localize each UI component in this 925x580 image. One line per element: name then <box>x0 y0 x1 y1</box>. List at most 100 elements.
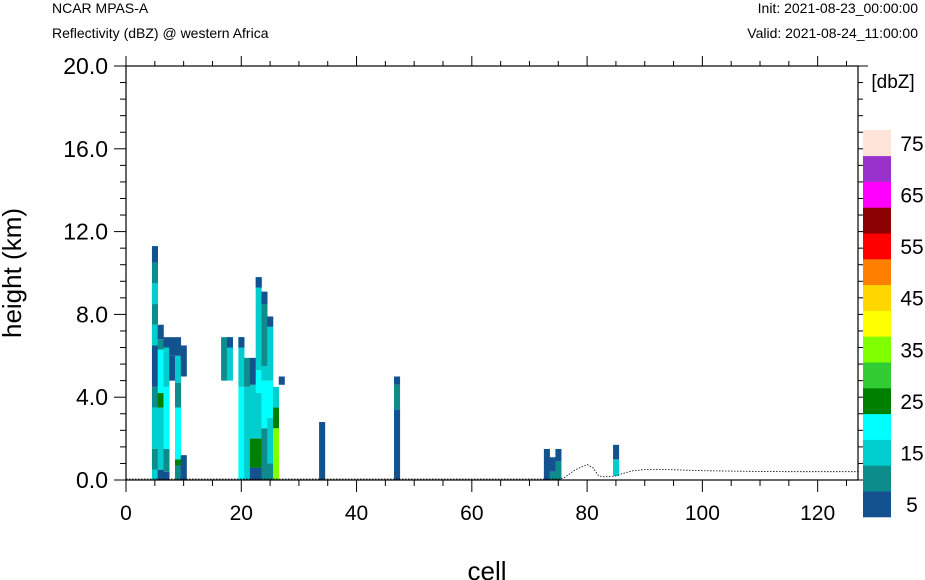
colorbar-swatch <box>863 336 891 363</box>
reflectivity-cell <box>244 386 251 480</box>
colorbar-swatch <box>863 491 891 518</box>
colorbar-label: 35 <box>900 339 923 362</box>
reflectivity-cell <box>267 326 274 381</box>
reflectivity-cell <box>394 409 401 480</box>
reflectivity-cell <box>255 438 262 468</box>
y-tick-label: 0.0 <box>76 467 108 493</box>
reflectivity-cell <box>169 355 176 381</box>
reflectivity-cell <box>549 457 556 472</box>
reflectivity-cell <box>613 459 620 476</box>
reflectivity-cell <box>261 291 268 305</box>
reflectivity-cell <box>180 455 187 480</box>
x-tick-label: 80 <box>575 502 598 525</box>
colorbar-label: 5 <box>906 494 918 517</box>
reflectivity-cell <box>163 386 170 449</box>
reflectivity-cell <box>157 339 164 350</box>
colorbar-swatch <box>863 310 891 337</box>
reflectivity-cell <box>221 337 228 381</box>
reflectivity-cell <box>180 345 187 377</box>
colorbar-swatch <box>863 465 891 492</box>
colorbar-unit: [dbZ] <box>871 72 914 93</box>
colorbar-swatch <box>863 439 891 466</box>
colorbar-swatch <box>863 181 891 208</box>
reflectivity-cell <box>151 386 158 408</box>
colorbar-label: 45 <box>900 288 923 311</box>
reflectivity-cell <box>151 448 158 470</box>
field-title: Reflectivity (dBZ) @ western Africa <box>52 25 269 41</box>
reflectivity-cell <box>249 438 256 468</box>
y-axis-label: height (km) <box>0 208 27 338</box>
y-tick-label: 16.0 <box>63 136 108 162</box>
colorbar-label: 15 <box>900 443 923 466</box>
reflectivity-cell <box>157 393 164 408</box>
reflectivity-cell <box>267 463 274 480</box>
reflectivity-cell <box>174 407 182 460</box>
reflectivity-cell <box>238 337 245 387</box>
reflectivity-cell <box>169 337 176 356</box>
reflectivity-cell <box>261 366 268 381</box>
reflectivity-cell <box>174 337 182 356</box>
reflectivity-cell <box>163 471 170 480</box>
reflectivity-cell <box>319 422 326 480</box>
reflectivity-cell <box>394 376 401 385</box>
y-tick-label: 8.0 <box>76 301 108 327</box>
x-tick-label: 100 <box>685 502 720 525</box>
x-tick-label: 40 <box>345 502 368 525</box>
reflectivity-cell <box>238 386 245 480</box>
colorbar-swatch <box>863 130 891 157</box>
reflectivity-cell <box>272 386 280 408</box>
reflectivity-cell <box>278 376 285 385</box>
reflectivity-cell <box>174 382 182 408</box>
colorbar-swatch <box>863 284 891 311</box>
reflectivity-cell <box>151 262 158 284</box>
reflectivity-cell <box>261 304 268 367</box>
reflectivity-cell <box>272 407 280 429</box>
reflectivity-cell <box>255 370 262 394</box>
y-tick-label: 12.0 <box>63 219 108 245</box>
colorbar-label: 75 <box>900 133 923 156</box>
reflectivity-cell <box>151 246 158 263</box>
reflectivity-cell <box>151 304 158 325</box>
reflectivity-cell <box>543 448 550 480</box>
x-axis-label: cell <box>467 556 506 580</box>
reflectivity-cell <box>255 277 262 371</box>
init-time: Init: 2021-08-23_00:00:00 <box>758 0 919 16</box>
x-tick-label: 20 <box>230 502 253 525</box>
valid-time: Valid: 2021-08-24_11:00:00 <box>747 25 918 41</box>
reflectivity-cell <box>226 337 233 381</box>
axis-ticks: 0 20 40 60 80 100 120 0.0 4.0 8.0 12.0 16.0 20.0 <box>63 53 868 525</box>
reflectivity-cell <box>151 469 158 480</box>
reflectivity-cell <box>174 355 182 383</box>
reflectivity-cell <box>163 347 170 387</box>
colorbar-label: 25 <box>900 391 923 414</box>
reflectivity-cell <box>157 349 164 394</box>
x-tick-label: 60 <box>460 502 483 525</box>
y-tick-label: 4.0 <box>76 384 108 410</box>
colorbar-swatch <box>863 155 891 182</box>
reflectivity-cell <box>267 417 274 464</box>
reflectivity-cell <box>267 380 274 418</box>
reflectivity-cell <box>151 345 158 387</box>
reflectivity-cell <box>174 465 182 480</box>
reflectivity-cell <box>238 337 245 348</box>
reflectivity-cells <box>151 246 620 480</box>
reflectivity-cell <box>261 428 268 480</box>
colorbar: 5 15 25 35 45 55 65 75 <box>863 130 924 518</box>
reflectivity-cell <box>255 467 262 480</box>
reflectivity-cell <box>249 384 256 439</box>
x-tick-label: 120 <box>800 502 835 525</box>
reflectivity-cell <box>163 337 170 348</box>
reflectivity-cell <box>267 316 274 327</box>
reflectivity-cell <box>555 448 562 462</box>
terrain-line <box>126 464 858 480</box>
colorbar-swatch <box>863 388 891 415</box>
reflectivity-cell <box>174 459 182 466</box>
reflectivity-cell <box>151 407 158 449</box>
reflectivity-cell <box>555 461 562 480</box>
y-tick-label: 20.0 <box>63 53 108 79</box>
reflectivity-cell <box>157 469 164 480</box>
model-title: NCAR MPAS-A <box>52 0 149 16</box>
colorbar-swatch <box>863 413 891 440</box>
reflectivity-cell <box>157 324 164 340</box>
